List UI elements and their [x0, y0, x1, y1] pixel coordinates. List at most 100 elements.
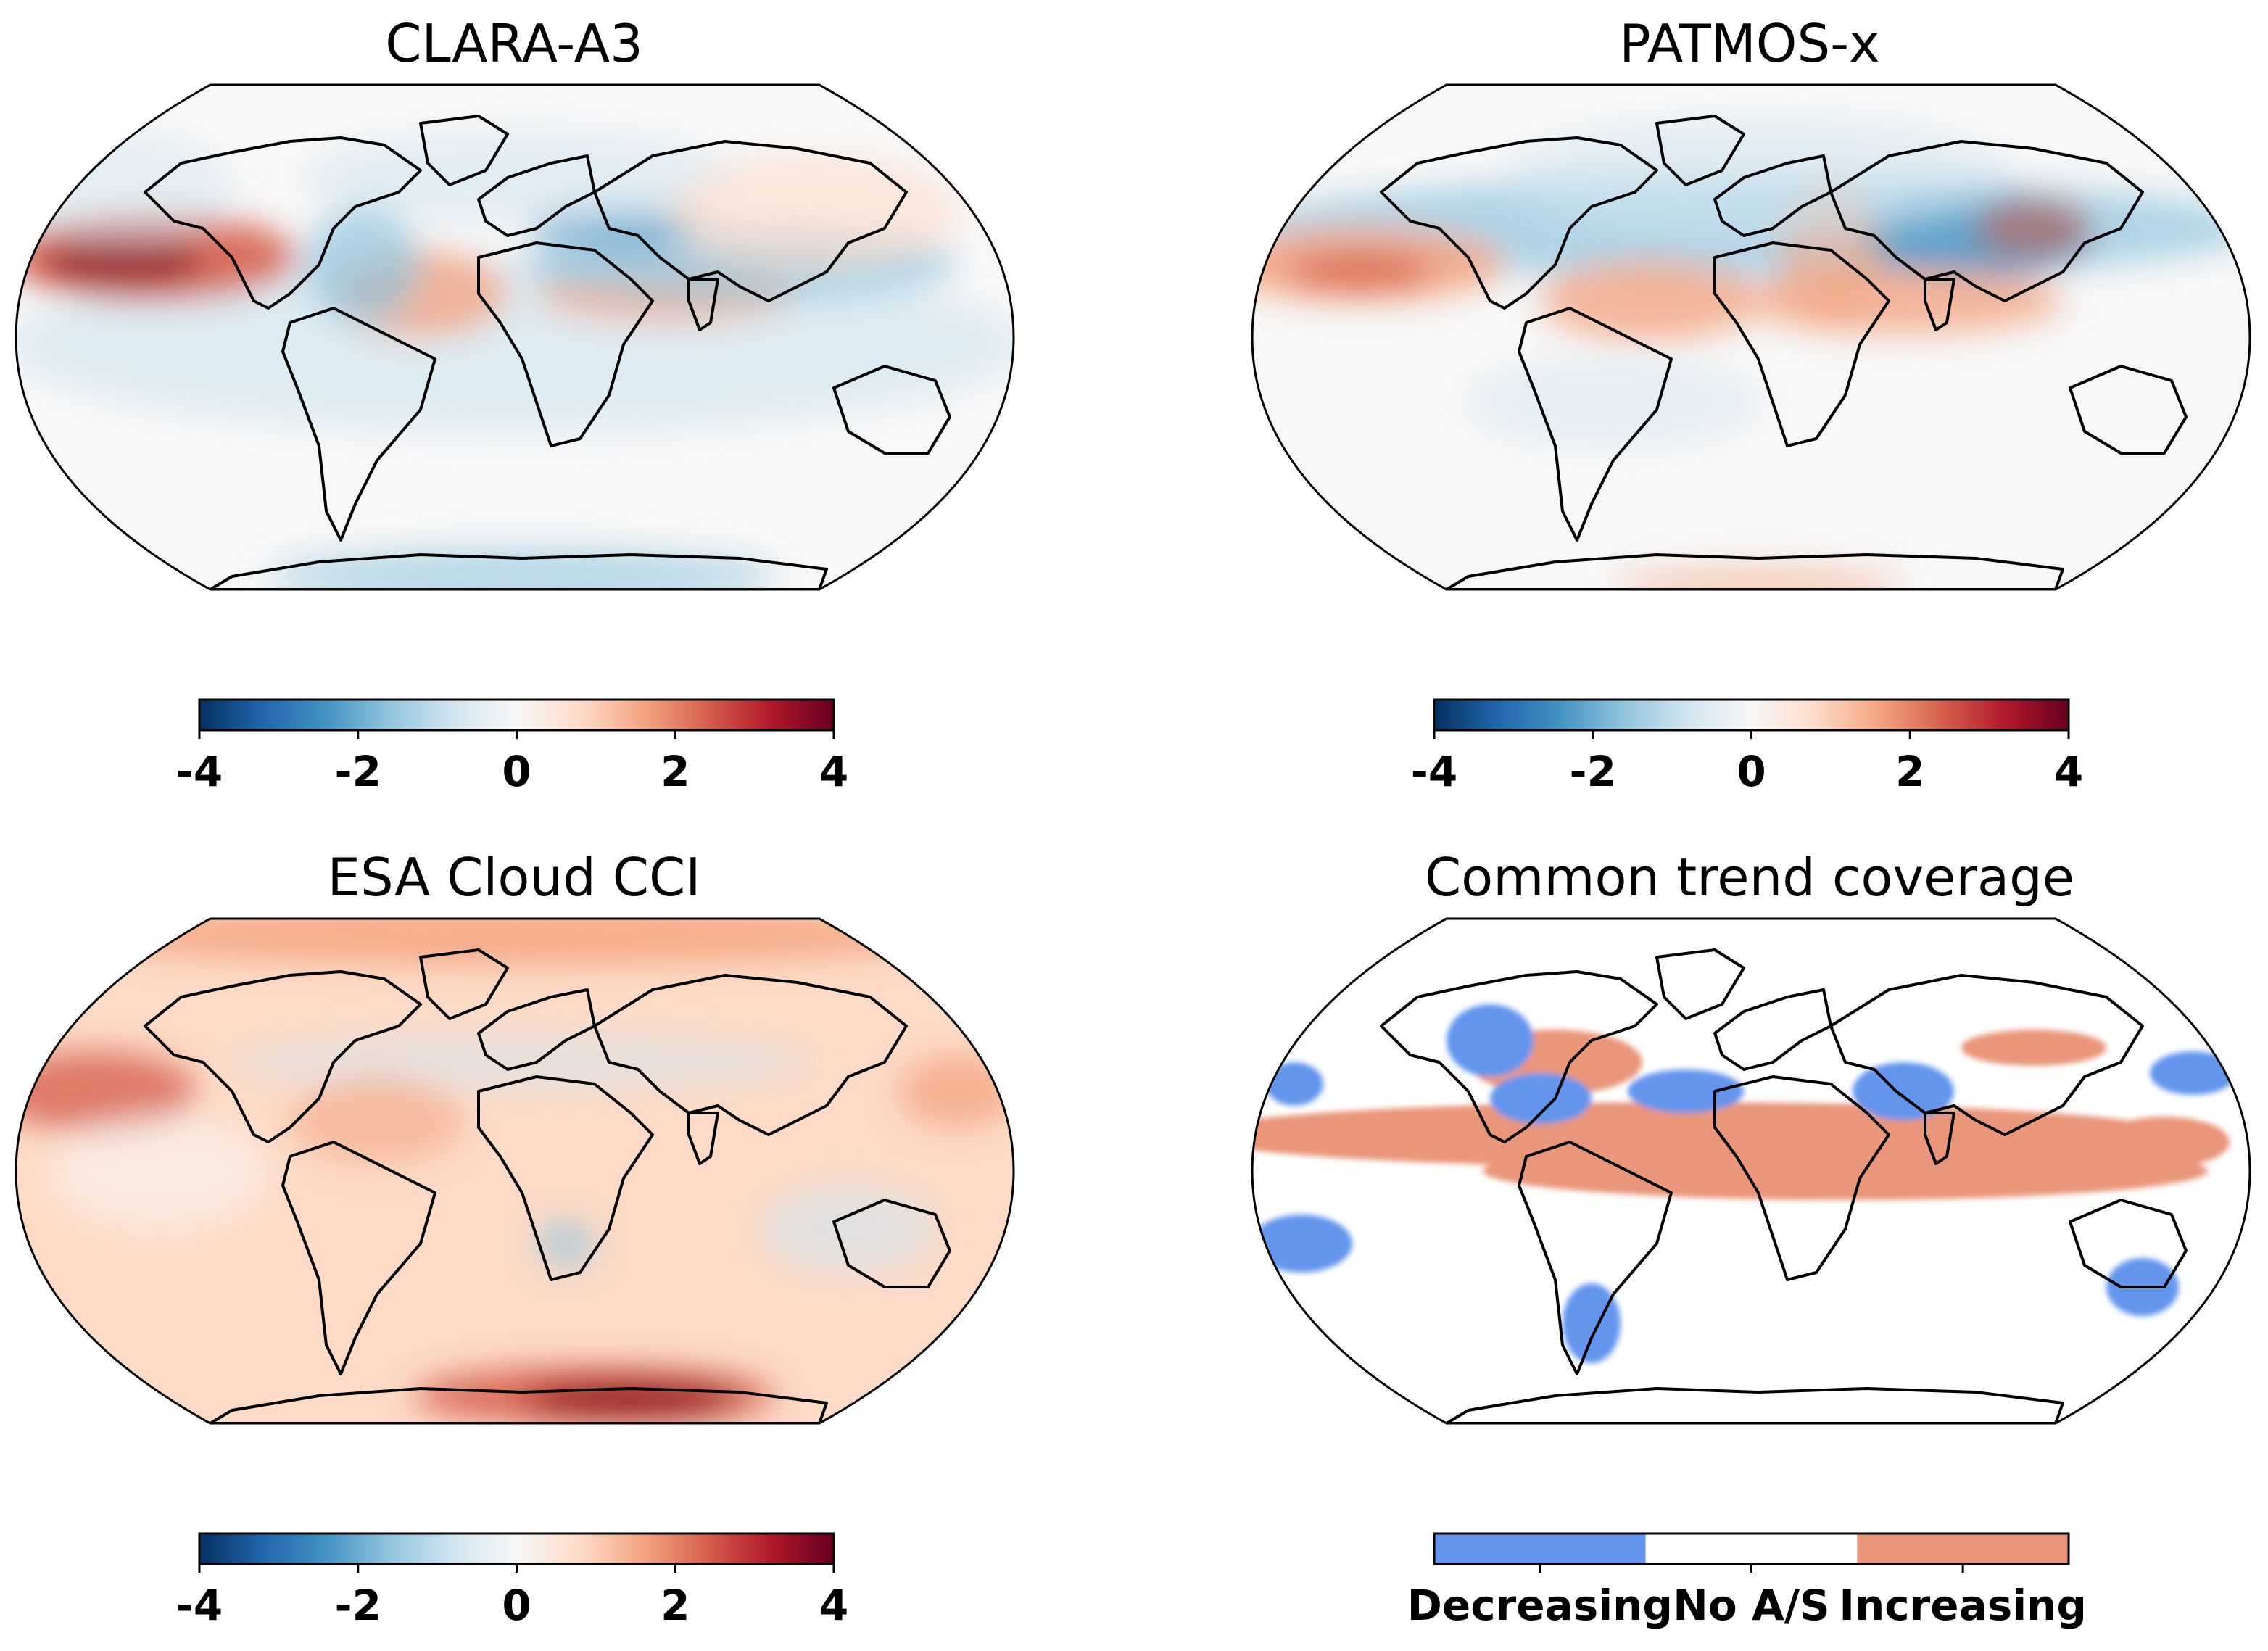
coastline: [1829, 140, 2144, 302]
colorbar-clara: [198, 698, 835, 739]
field-region: [1483, 1142, 2208, 1200]
map-outline: [15, 917, 1015, 1425]
field-region: [1447, 1004, 1534, 1077]
colorbar-category-label: No A/S: [1673, 1581, 1830, 1630]
map-esa: [15, 917, 1015, 1425]
map-outline: [15, 83, 1015, 591]
field-region: [305, 134, 740, 221]
field-region: [1468, 359, 1758, 446]
colorbar-category-label: Decreasing: [1407, 1581, 1673, 1630]
coastline: [1445, 553, 2064, 589]
colorbar-gradient: [198, 1532, 835, 1565]
colorbar-tick-label: -2: [334, 1581, 381, 1630]
coastline: [477, 988, 596, 1071]
field-region: [1287, 254, 1432, 290]
coastline: [1518, 1141, 1673, 1375]
colorbar-patmos: [1433, 698, 2070, 739]
map-outline: [1251, 83, 2251, 591]
coastline: [593, 140, 908, 302]
coastline: [1655, 948, 1745, 1020]
colorbar-tick-label: 0: [1737, 747, 1766, 796]
coastline: [1518, 307, 1673, 542]
coastline: [2069, 1199, 2188, 1288]
colorbar-tick-label: -4: [175, 747, 223, 796]
coastline: [477, 154, 596, 237]
colorbar-common: [1433, 1532, 2070, 1573]
colorbar-segment: [1857, 1534, 2069, 1564]
field-region: [268, 547, 776, 589]
coastline: [209, 553, 828, 589]
panel-title-clara: CLARA-A3: [385, 13, 643, 74]
coastline: [477, 1075, 654, 1281]
colorbar-segment: [1645, 1534, 1858, 1564]
colorbar-tick-label: 0: [502, 747, 531, 796]
colorbar-tick-label: -4: [175, 1581, 223, 1630]
coastline: [1380, 970, 1658, 1143]
coastline: [1445, 1387, 2064, 1423]
panel-title-esa: ESA Cloud CCI: [327, 847, 701, 908]
coastline: [1713, 154, 1832, 237]
colorbar-tick-label: 2: [1895, 747, 1925, 796]
colorbar-segment: [1434, 1534, 1646, 1564]
coastline: [832, 1199, 951, 1288]
coastline: [1713, 1075, 1890, 1281]
field-region: [522, 1381, 740, 1418]
field-region: [290, 1077, 464, 1164]
colorbar-tick-label: -2: [1569, 747, 1616, 796]
field-region: [44, 236, 203, 286]
colorbar-tick-label: 4: [819, 747, 849, 796]
colorbar-tick-label: 2: [661, 747, 690, 796]
coastline: [477, 241, 654, 447]
panel-title-patmos: PATMOS-x: [1619, 13, 1880, 74]
map-common: [1251, 917, 2251, 1425]
coastline: [209, 1387, 828, 1423]
coastline: [281, 1141, 436, 1375]
coastline: [1924, 1112, 1955, 1165]
colorbar-tick-label: 2: [661, 1581, 690, 1630]
map-patmos: [1251, 83, 2251, 591]
field-region: [761, 1186, 935, 1273]
coastline: [419, 948, 509, 1020]
colorbar-tick-label: 4: [819, 1581, 849, 1630]
colorbar-gradient: [1433, 698, 2070, 732]
coastline: [687, 1112, 719, 1165]
field-region: [1505, 120, 2012, 236]
coastline: [144, 970, 422, 1143]
field-region: [667, 156, 957, 272]
coastline: [1655, 115, 1745, 186]
field-region: [2099, 1117, 2230, 1167]
coastline: [419, 115, 509, 186]
field-region: [1490, 1073, 1592, 1124]
coastline: [1829, 974, 2144, 1136]
coastline: [1713, 988, 1832, 1071]
field-region: [1541, 261, 1758, 341]
field-region: [305, 207, 421, 323]
field-region: [232, 1033, 812, 1091]
colorbar-tick-label: 0: [502, 1581, 531, 1630]
field-region: [1563, 1283, 1621, 1363]
colorbar-tick-label: -2: [334, 747, 381, 796]
field-region: [16, 134, 232, 250]
field-region: [537, 1222, 595, 1265]
field-region: [899, 1055, 1014, 1127]
field-region: [1613, 569, 1903, 589]
field-region: [1628, 1069, 1744, 1113]
coastline: [281, 307, 436, 542]
field-region: [51, 1113, 268, 1229]
coastline: [687, 278, 719, 331]
field-region: [2150, 1051, 2237, 1095]
field-region: [1265, 1062, 1323, 1106]
coastline: [2069, 365, 2188, 455]
field-region: [16, 1051, 196, 1131]
colorbar-tick-label: 4: [2053, 747, 2084, 796]
field-region: [1853, 1062, 1954, 1120]
coastline: [593, 974, 908, 1136]
coastline: [1713, 241, 1890, 447]
colorbar-category-label: Increasing: [1839, 1581, 2087, 1630]
panel-title-common: Common trend coverage: [1424, 847, 2075, 908]
coastline: [144, 136, 422, 310]
coastline: [832, 365, 951, 455]
field-region: [1252, 1215, 1352, 1273]
map-clara: [15, 83, 1015, 591]
field-region: [80, 919, 950, 964]
